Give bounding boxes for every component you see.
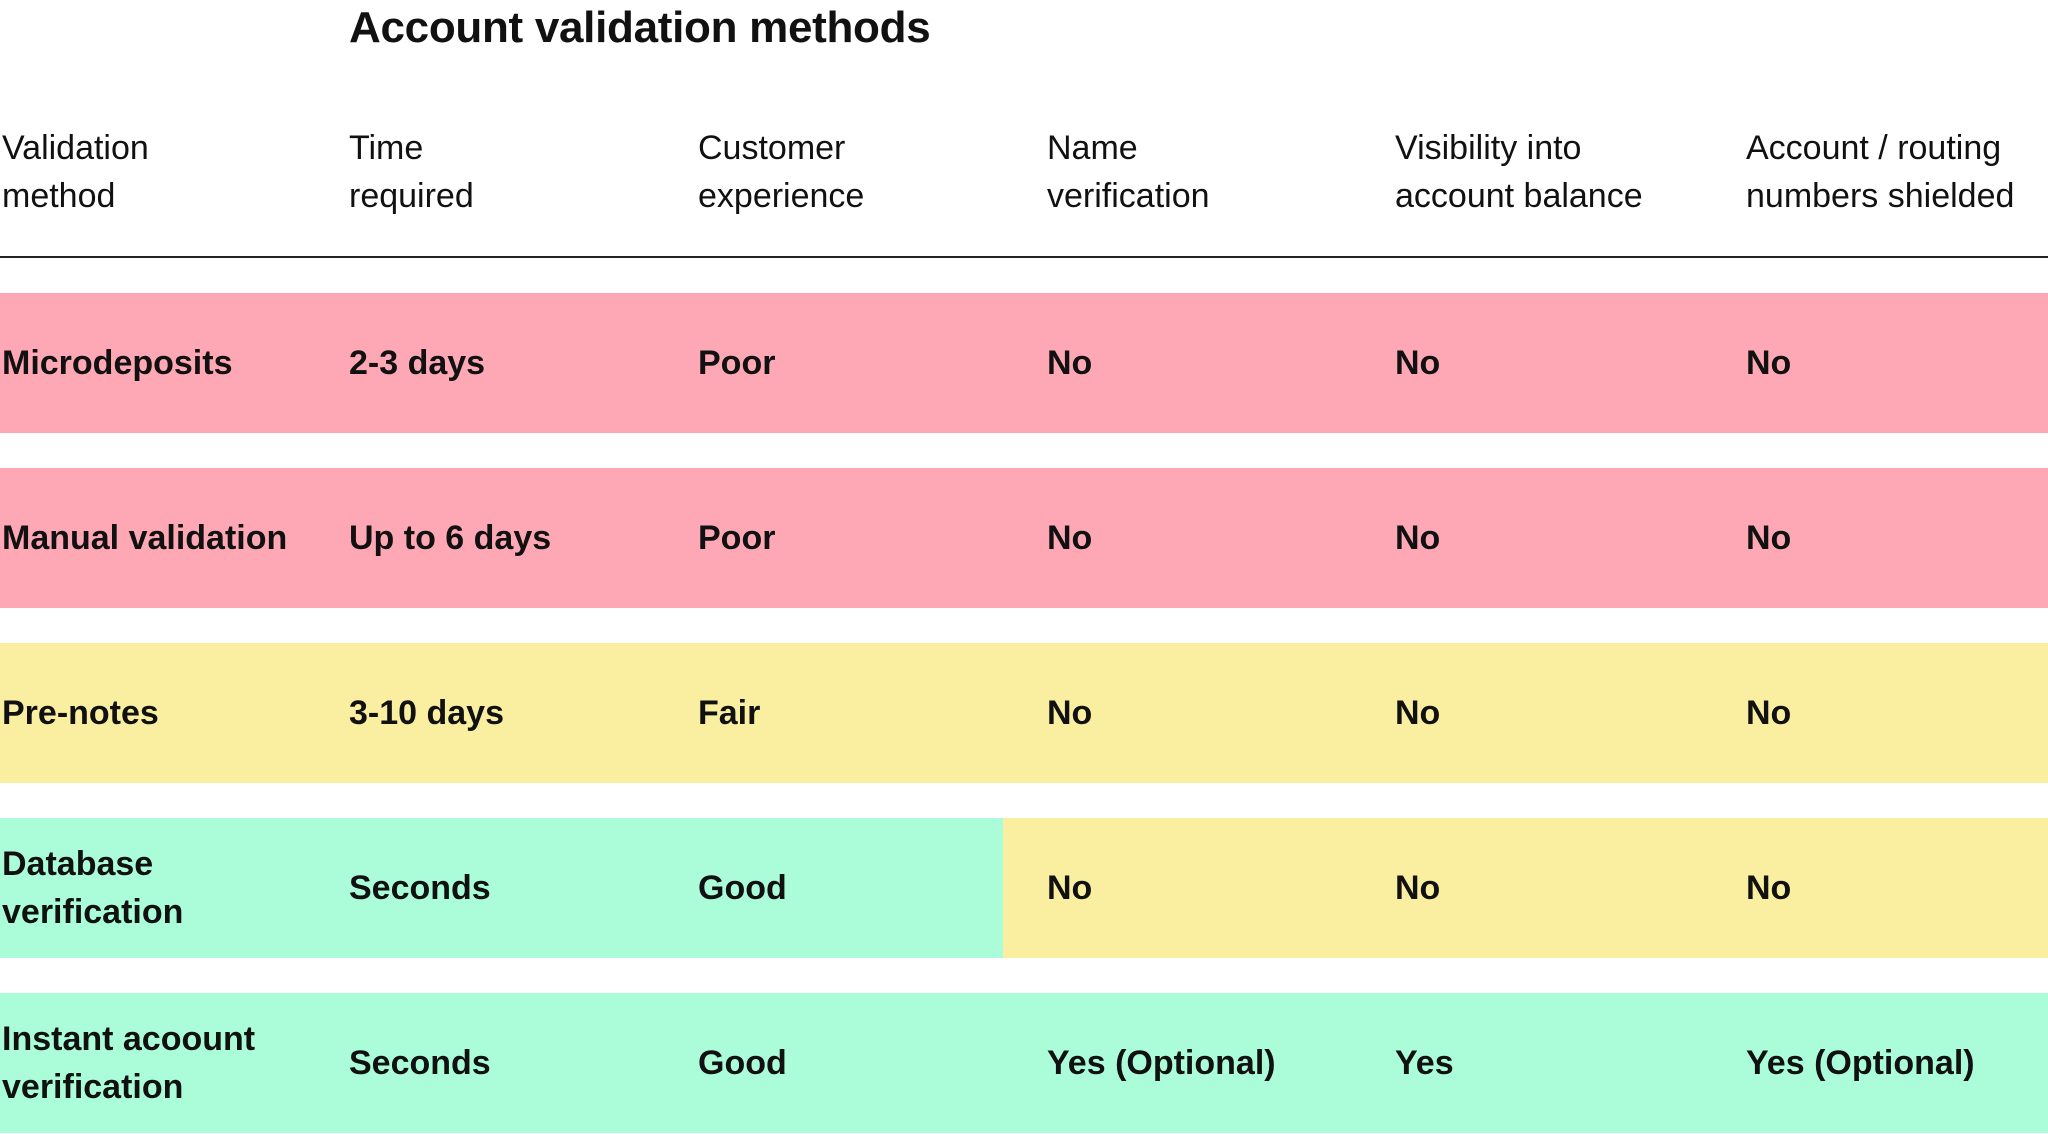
cell-text-line: Instant acoount [2,1020,256,1058]
row-rating-fill-right [1003,818,2048,958]
row-rating-fill-right [1003,293,2048,433]
table-row: Microdeposits 2-3 days Poor No No No [0,293,2048,433]
column-header-line: required [349,177,474,215]
row-rating-fill-left [0,993,1003,1133]
cell-time: 3-10 days [349,694,504,732]
cell-balance-visibility: No [1395,344,1441,382]
row-rating-fill-right [1003,643,2048,783]
cell-time: Seconds [349,1044,491,1082]
table-row: Pre-notes 3-10 days Fair No No No [0,643,2048,783]
row-rating-fill-left [0,818,1003,958]
cell-experience: Fair [698,694,761,732]
column-header-time-required: Time required [349,124,474,220]
column-header-line: Validation [2,129,149,167]
column-header-customer-experience: Customer experience [698,124,864,220]
table-row: Manual validation Up to 6 days Poor No No No [0,468,2048,608]
cell-balance-visibility: No [1395,519,1441,557]
column-header-balance-visibility: Visibility into account balance [1395,124,1643,220]
column-header-line: Time [349,129,424,167]
cell-time: Seconds [349,869,491,907]
row-rating-fill-left [0,293,1003,433]
cell-validation-method: Database verification [2,818,183,958]
column-header-name-verification: Name verification [1047,124,1210,220]
cell-experience: Good [698,1044,787,1082]
cell-text-line: verification [2,1068,184,1106]
cell-numbers-shielded: No [1746,694,1792,732]
cell-text-line: verification [2,893,184,931]
cell-experience: Good [698,869,787,907]
cell-name-verification: No [1047,694,1093,732]
cell-balance-visibility: No [1395,694,1441,732]
cell-time: Up to 6 days [349,519,552,557]
column-header-line: Visibility into [1395,129,1582,167]
table-header: Validation method Time required Customer… [0,124,2048,220]
cell-balance-visibility: No [1395,869,1441,907]
column-header-line: Name [1047,129,1138,167]
column-header-line: Customer [698,129,846,167]
cell-name-verification: No [1047,344,1093,382]
cell-text-line: Manual validation [2,519,288,557]
cell-experience: Poor [698,519,776,557]
cell-time: 2-3 days [349,344,486,382]
row-rating-fill-right [1003,993,2048,1133]
cell-text-line: Microdeposits [2,344,233,382]
cell-experience: Poor [698,344,776,382]
cell-validation-method: Instant acoount verification [2,993,255,1133]
cell-name-verification: No [1047,869,1093,907]
cell-validation-method: Pre-notes [2,643,159,783]
row-rating-fill-left [0,468,1003,608]
column-header-line: verification [1047,177,1210,215]
column-header-line: experience [698,177,865,215]
table-row: Database verification Seconds Good No No No [0,818,2048,958]
cell-text-line: Database [2,845,154,883]
cell-text-line: Pre-notes [2,694,159,732]
column-header-line: Account / routing [1746,129,2002,167]
row-rating-fill-right [1003,468,2048,608]
cell-validation-method: Microdeposits [2,293,232,433]
cell-validation-method: Manual validation [2,468,287,608]
column-header-numbers-shielded: Account / routing numbers shielded [1746,124,2014,220]
cell-numbers-shielded: Yes (Optional) [1746,1044,1975,1082]
column-header-line: method [2,177,116,215]
cell-numbers-shielded: No [1746,344,1792,382]
column-header-line: numbers shielded [1746,177,2015,215]
row-rating-fill-left [0,643,1003,783]
column-header-line: account balance [1395,177,1643,215]
column-header-validation-method: Validation method [2,124,149,220]
page-title: Account validation methods [349,3,931,52]
table-row: Instant acoount verification Seconds Good Ye… [0,993,2048,1133]
cell-name-verification: Yes (Optional) [1047,1044,1276,1082]
header-divider [0,256,2048,258]
cell-numbers-shielded: No [1746,869,1792,907]
cell-numbers-shielded: No [1746,519,1792,557]
cell-name-verification: No [1047,519,1093,557]
cell-balance-visibility: Yes [1395,1044,1454,1082]
